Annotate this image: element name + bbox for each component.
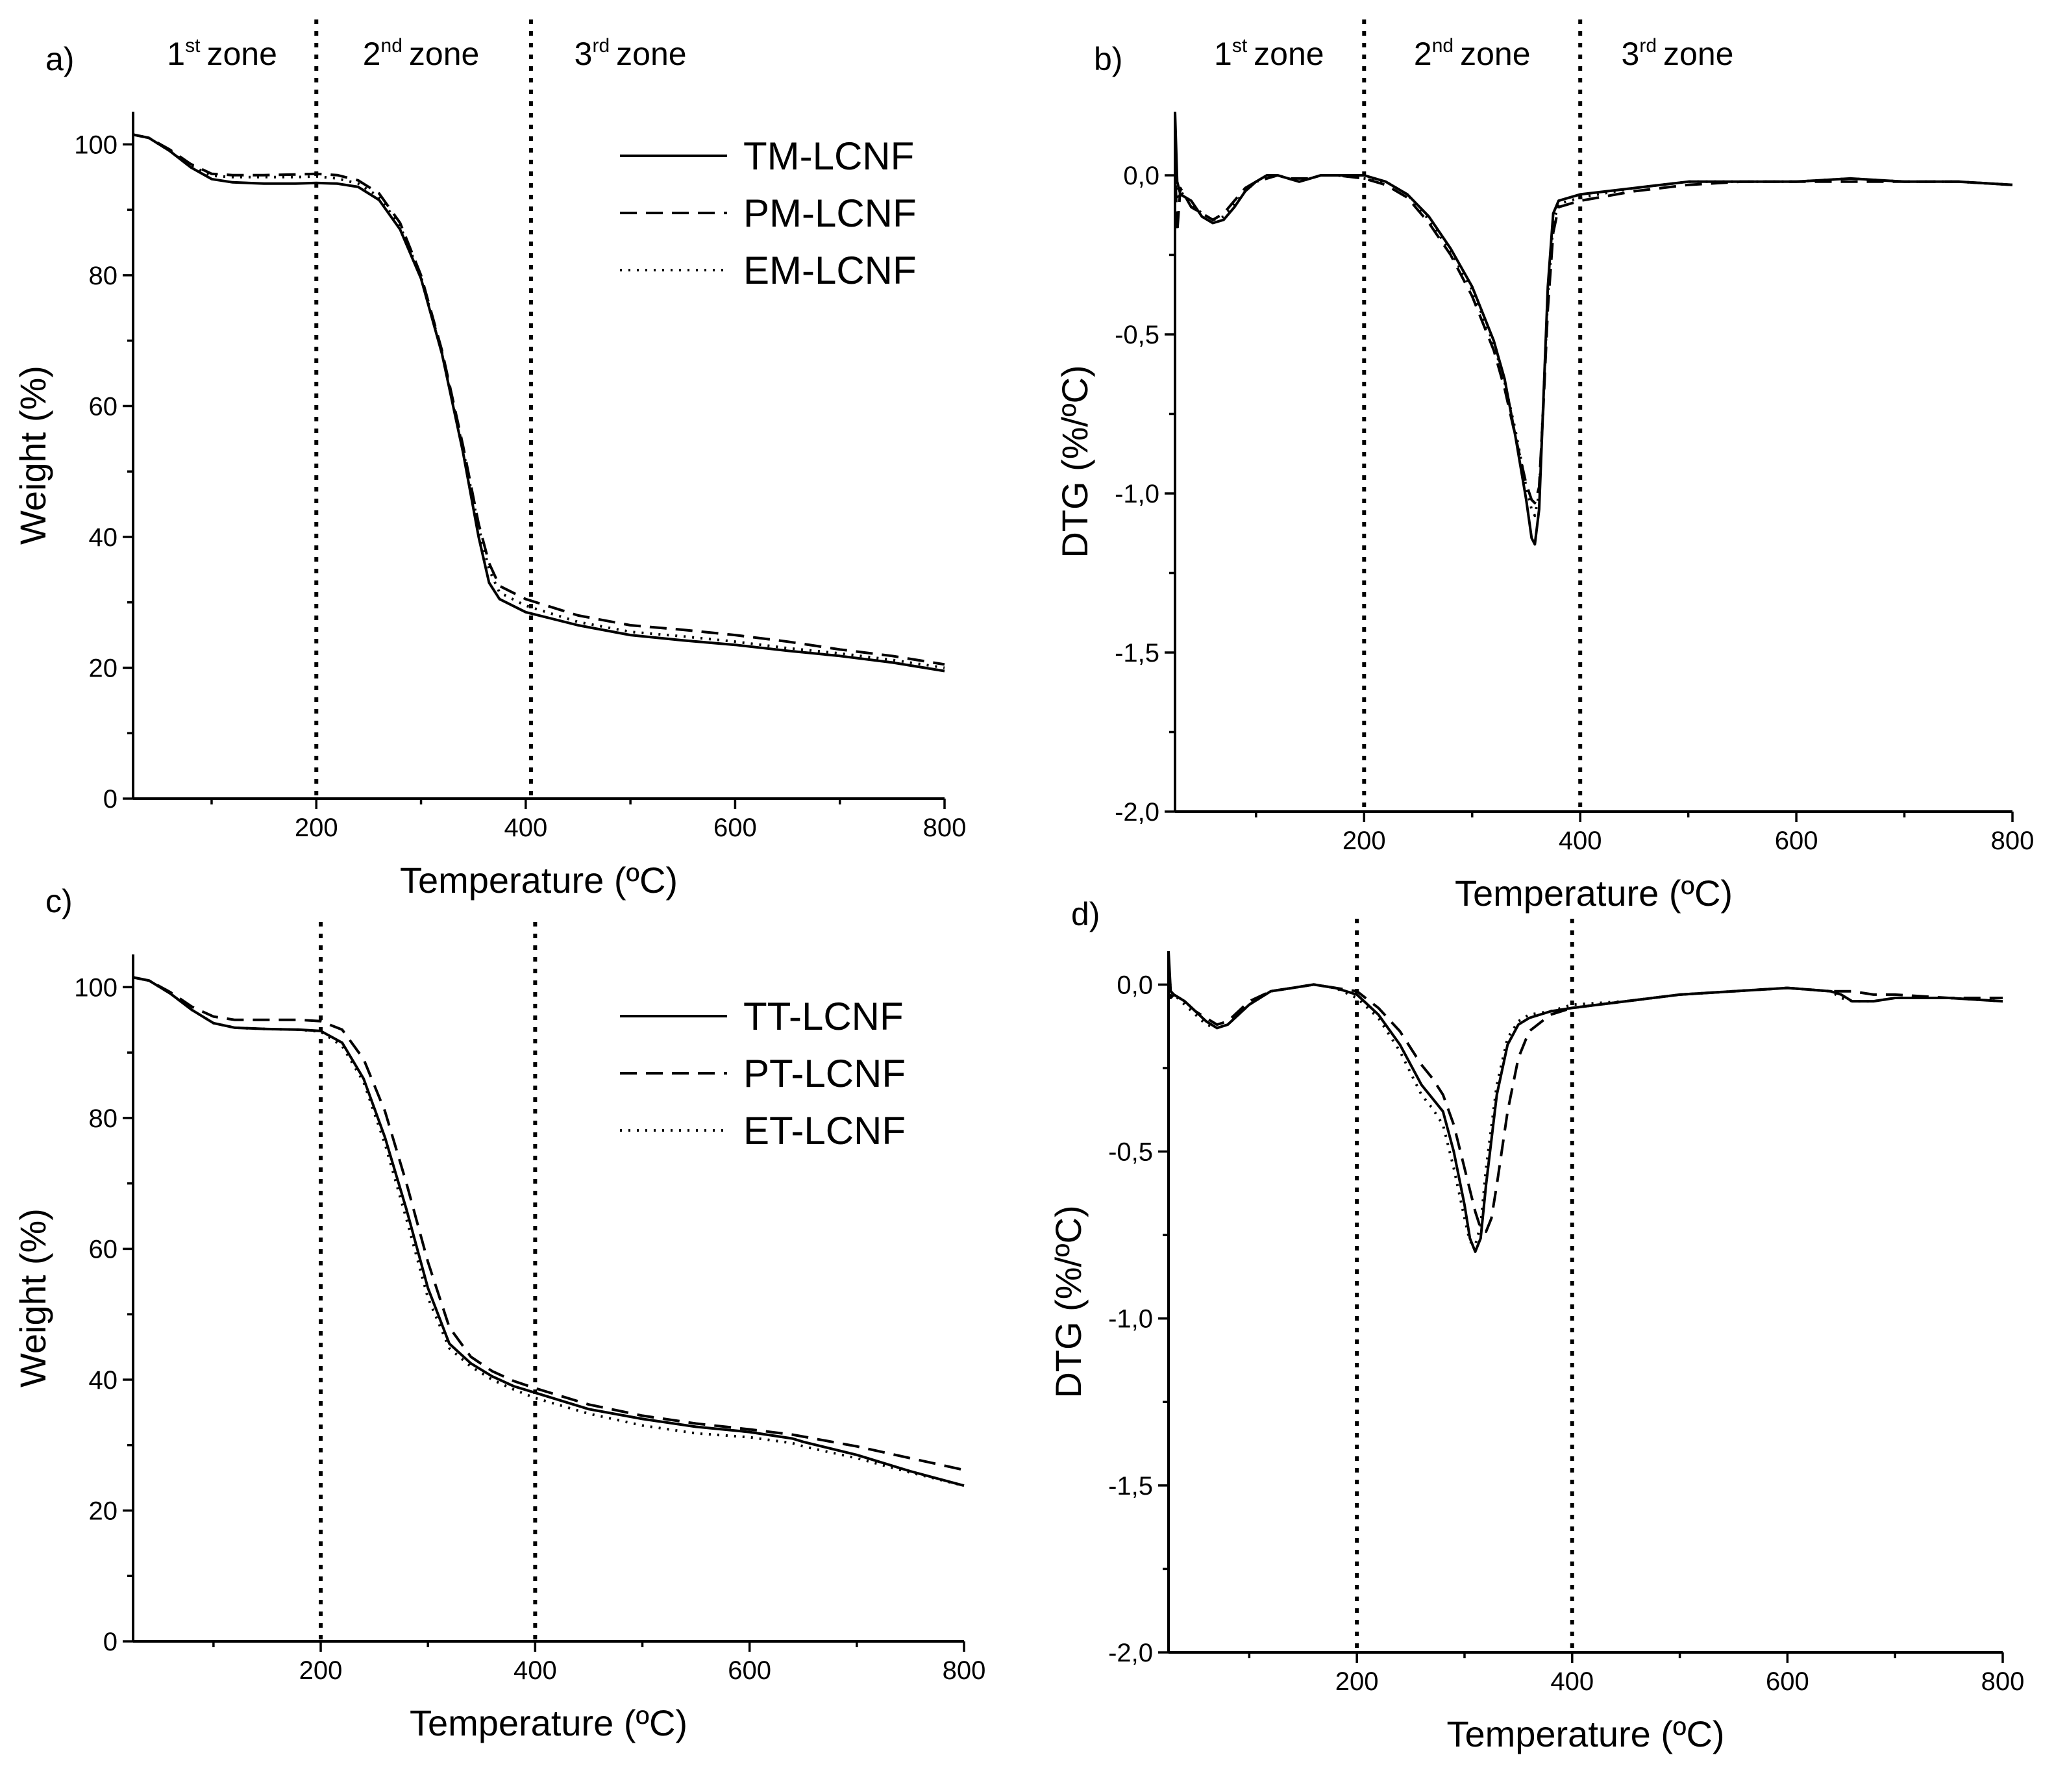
zone-label: 2nd zone xyxy=(1414,35,1531,72)
x-axis-title: Temperature (ºC) xyxy=(400,860,678,901)
x-tick-label: 400 xyxy=(1550,1667,1594,1696)
x-tick-label: 600 xyxy=(728,1656,771,1685)
series-line-pt-lcnf xyxy=(1169,967,2003,1233)
chart-panel-c: c) 200 400 600 800 0 20 40 60 80 100 Temperature (º… xyxy=(12,883,985,1743)
y-tick-label: 60 xyxy=(89,392,118,421)
zone-word: zone xyxy=(409,36,479,72)
zone-number: 1 xyxy=(167,36,185,72)
series-line-pm-lcnf xyxy=(1175,159,2013,504)
y-tick-label: 0 xyxy=(103,1628,118,1656)
y-tick-label: -0,5 xyxy=(1115,321,1159,349)
zone-superscript: st xyxy=(1232,35,1248,56)
zone-number: 2 xyxy=(1414,36,1432,72)
series-line-et-lcnf xyxy=(1169,958,2003,1247)
y-tick-label: -2,0 xyxy=(1115,798,1159,827)
zone-word: zone xyxy=(1254,36,1324,72)
legend-label: EM-LCNF xyxy=(743,249,917,292)
panel-label: a) xyxy=(45,41,74,77)
y-tick-label: 40 xyxy=(89,523,118,552)
zone-label: 3rd zone xyxy=(575,35,687,72)
zone-superscript: rd xyxy=(1639,35,1657,56)
chart-panel-a: a) 200 400 600 800 0 20 40 60 80 100 Temperature (º… xyxy=(12,19,966,901)
x-axis-title: Temperature (ºC) xyxy=(1446,1713,1724,1754)
x-tick-label: 600 xyxy=(1775,827,1818,855)
legend-label: PM-LCNF xyxy=(743,192,917,235)
chart-panel-b: b) 200 400 600 800 0,0 -0,5 -1,0 -1,5 -2,0 Tempera… xyxy=(1054,19,2034,914)
y-tick-label: 0,0 xyxy=(1117,971,1153,999)
chart-panel-d: d) 200 400 600 800 0,0 -0,5 -1,0 -1,5 -2,0 Tempera… xyxy=(1048,896,2024,1754)
zone-label: 1st zone xyxy=(1214,35,1324,72)
x-tick-label: 600 xyxy=(713,814,757,842)
x-tick-label: 600 xyxy=(1766,1667,1809,1696)
legend: TT-LCNF PT-LCNF ET-LCNF xyxy=(620,995,906,1152)
series-line-tt-lcnf xyxy=(133,976,965,1487)
y-tick-label: 20 xyxy=(89,654,118,682)
x-tick-label: 400 xyxy=(504,814,547,842)
zone-label: 1st zone xyxy=(167,35,277,72)
x-tick-label: 200 xyxy=(299,1656,343,1685)
zone-superscript: nd xyxy=(381,35,402,56)
x-axis-title: Temperature (ºC) xyxy=(1455,873,1733,914)
y-tick-label: -0,5 xyxy=(1108,1138,1153,1167)
x-tick-label: 800 xyxy=(1991,827,2035,855)
series-line-tm-lcnf xyxy=(1175,111,2013,546)
series-line-em-lcnf xyxy=(133,133,945,669)
x-tick-label: 800 xyxy=(943,1656,986,1685)
legend-label: TM-LCNF xyxy=(743,134,914,178)
zone-word: zone xyxy=(1663,36,1733,72)
zone-number: 3 xyxy=(1622,36,1640,72)
zone-number: 2 xyxy=(363,36,381,72)
legend-label: ET-LCNF xyxy=(743,1109,906,1152)
zone-superscript: st xyxy=(185,35,201,56)
y-tick-label: -1,0 xyxy=(1108,1305,1153,1334)
x-tick-label: 200 xyxy=(295,814,338,842)
zone-word: zone xyxy=(1460,36,1530,72)
x-tick-label: 800 xyxy=(923,814,967,842)
series-line-pt-lcnf xyxy=(133,976,965,1471)
panel-label: b) xyxy=(1094,41,1122,77)
x-tick-label: 400 xyxy=(1559,827,1602,855)
legend: TM-LCNF PM-LCNF EM-LCNF xyxy=(620,134,917,292)
y-tick-label: 80 xyxy=(89,262,118,290)
series-line-tt-lcnf xyxy=(1169,951,2003,1253)
x-tick-label: 400 xyxy=(514,1656,557,1685)
y-tick-label: -1,5 xyxy=(1115,639,1159,667)
y-tick-label: 100 xyxy=(74,131,118,159)
panel-label: d) xyxy=(1071,896,1100,932)
y-tick-label: 0 xyxy=(103,785,118,814)
y-tick-label: 0,0 xyxy=(1123,162,1159,190)
y-tick-label: 20 xyxy=(89,1497,118,1525)
zone-label: 2nd zone xyxy=(363,35,480,72)
y-axis-title: DTG (%/ºC) xyxy=(1048,1205,1089,1398)
y-tick-label: -1,0 xyxy=(1115,480,1159,508)
zone-word: zone xyxy=(206,36,277,72)
legend-label: PT-LCNF xyxy=(743,1052,906,1095)
zone-superscript: rd xyxy=(592,35,610,56)
y-tick-label: 80 xyxy=(89,1104,118,1133)
y-tick-label: -1,5 xyxy=(1108,1472,1153,1500)
x-axis-title: Temperature (ºC) xyxy=(410,1702,687,1743)
zone-word: zone xyxy=(616,36,686,72)
zone-number: 3 xyxy=(575,36,593,72)
x-tick-label: 200 xyxy=(1335,1667,1379,1696)
panel-label: c) xyxy=(45,883,73,919)
x-tick-label: 800 xyxy=(1981,1667,2025,1696)
y-axis-title: Weight (%) xyxy=(12,1208,53,1388)
legend-label: TT-LCNF xyxy=(743,995,904,1038)
y-tick-label: 100 xyxy=(74,973,118,1002)
y-axis-title: Weight (%) xyxy=(12,366,53,545)
y-axis-title: DTG (%/ºC) xyxy=(1054,365,1095,558)
y-tick-label: 60 xyxy=(89,1235,118,1263)
zone-label: 3rd zone xyxy=(1622,35,1734,72)
y-tick-label: 40 xyxy=(89,1366,118,1395)
zone-superscript: nd xyxy=(1432,35,1454,56)
x-tick-label: 200 xyxy=(1343,827,1386,855)
y-tick-label: -2,0 xyxy=(1108,1639,1153,1667)
zone-number: 1 xyxy=(1214,36,1232,72)
